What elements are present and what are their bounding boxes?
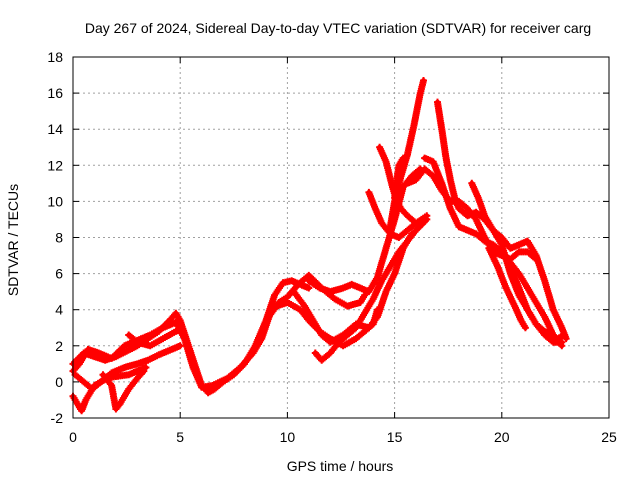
chart-title: Day 267 of 2024, Sidereal Day-to-day VTE… <box>85 20 591 36</box>
series-sat-track-8 <box>290 230 416 346</box>
data-point <box>399 154 407 162</box>
y-tick-label: 2 <box>55 338 63 354</box>
y-tick-label: 12 <box>47 157 63 173</box>
x-tick-label: 10 <box>280 429 296 445</box>
series-group <box>69 77 570 415</box>
series-sat-track-2 <box>69 271 369 391</box>
data-point <box>558 342 566 350</box>
data-point <box>423 212 431 220</box>
series-sat-track-9 <box>311 215 431 364</box>
series-sat-track-4 <box>71 342 184 393</box>
y-axis-title: SDTVAR / TECUs <box>5 184 21 296</box>
y-tick-label: 14 <box>47 121 63 137</box>
y-tick-label: 0 <box>55 374 63 390</box>
data-point <box>420 77 427 84</box>
x-tick-label: 5 <box>176 429 184 445</box>
series-sat-track-6 <box>125 326 184 350</box>
series-sat-track-14 <box>391 154 407 202</box>
y-tick-label: 10 <box>47 193 63 209</box>
series-sat-track-18 <box>468 179 570 343</box>
y-tick-label: 16 <box>47 85 63 101</box>
y-tick-label: 8 <box>55 230 63 246</box>
y-tick-label: 18 <box>47 49 63 65</box>
data-point <box>521 324 529 332</box>
data-point <box>176 342 184 350</box>
data-point <box>305 284 313 292</box>
data-point <box>140 367 148 375</box>
x-tick-label: 15 <box>387 429 403 445</box>
x-tick-label: 0 <box>69 429 77 445</box>
data-point <box>176 326 184 334</box>
series-sat-track-19 <box>485 244 529 332</box>
y-tick-label: 6 <box>55 266 63 282</box>
x-axis-title: GPS time / hours <box>287 458 394 474</box>
axis-ticks: 0 5 10 15 20 25 -2 0 2 4 6 8 10 12 14 16 18 <box>47 49 617 445</box>
data-point <box>412 219 420 227</box>
series-sat-track-5 <box>99 367 148 413</box>
x-tick-label: 20 <box>494 429 510 445</box>
x-tick-label: 25 <box>601 429 617 445</box>
series-sat-track-20 <box>506 259 566 350</box>
data-point <box>562 335 570 343</box>
y-tick-label: -2 <box>51 410 64 426</box>
y-tick-label: 4 <box>55 302 63 318</box>
